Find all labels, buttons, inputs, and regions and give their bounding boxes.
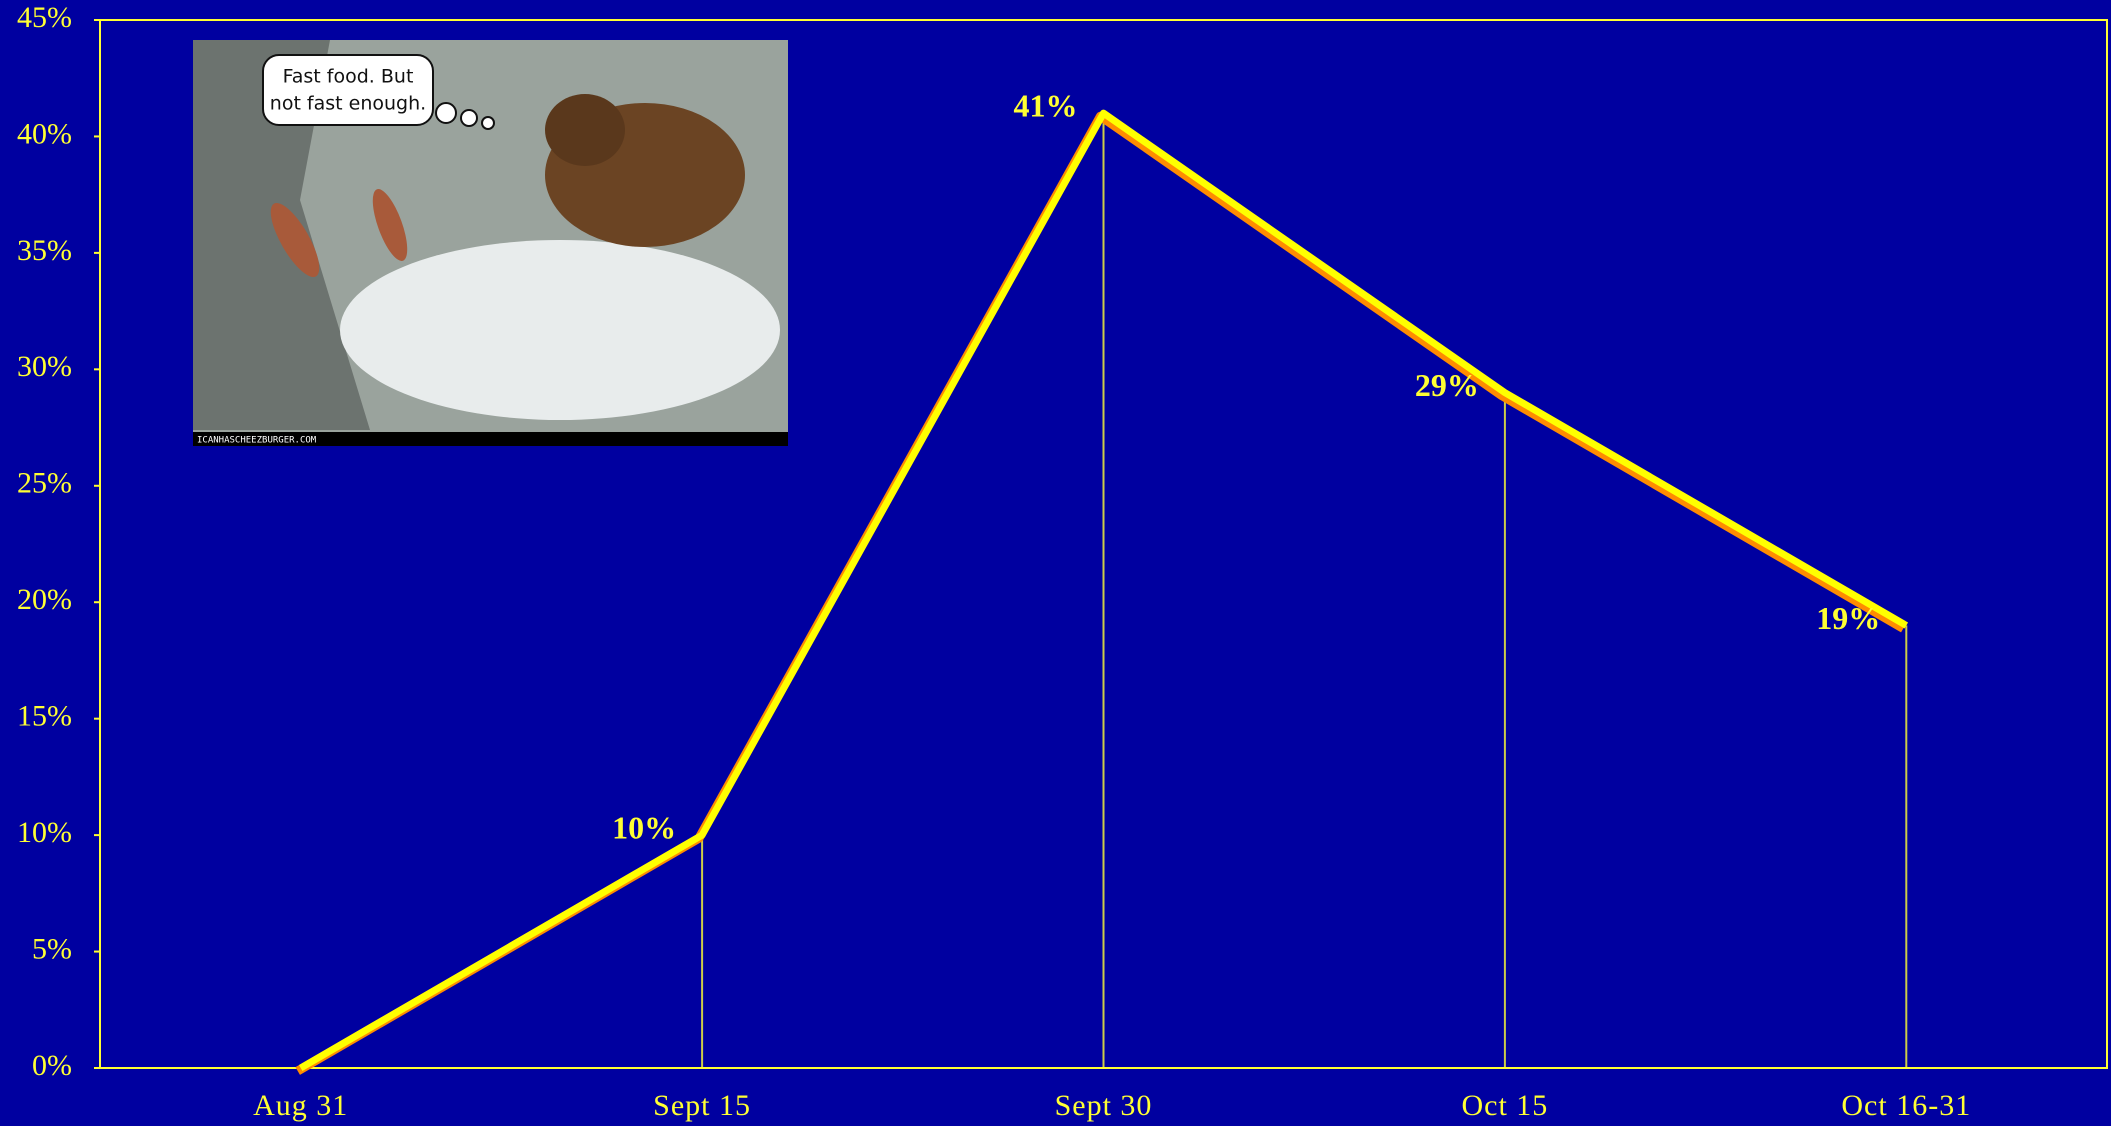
bubble-text: Fast food. But: [283, 66, 414, 88]
credit-bar: [193, 432, 788, 446]
y-tick-label: 45%: [17, 1, 72, 34]
y-tick-label: 25%: [17, 467, 72, 500]
photo: Fast food. But not fast enough. ICANHASC…: [193, 40, 788, 446]
data-label: 10%: [612, 809, 676, 845]
series-line: [298, 109, 1909, 1072]
y-tick-label: 5%: [32, 932, 72, 965]
data-label: 29%: [1415, 367, 1479, 403]
data-label: 19%: [1816, 600, 1880, 636]
bubble-text: not fast enough.: [270, 93, 426, 115]
x-tick-label: Sept 15: [653, 1089, 751, 1122]
x-tick-label: Sept 30: [1055, 1089, 1153, 1122]
credit-text: ICANHASCHEEZBURGER.COM: [197, 436, 317, 446]
photo-fish: [372, 189, 408, 261]
y-tick-label: 40%: [17, 117, 72, 150]
bubble-dot: [460, 109, 478, 127]
photo-fish: [270, 202, 320, 278]
x-tick-label: Oct 15: [1461, 1089, 1548, 1122]
y-tick-label: 35%: [17, 234, 72, 267]
data-label: 41%: [1014, 87, 1078, 123]
bubble-dot: [435, 102, 457, 124]
speech-bubble: [262, 54, 434, 126]
photo-bear-head: [545, 94, 625, 166]
y-tick-label: 0%: [32, 1049, 72, 1082]
y-tick-label: 10%: [17, 816, 72, 849]
y-tick-label: 15%: [17, 700, 72, 733]
bubble-dot: [481, 116, 495, 130]
x-tick-label: Oct 16-31: [1841, 1089, 1971, 1122]
x-tick-label: Aug 31: [253, 1089, 348, 1122]
photo-water: [340, 240, 780, 420]
y-tick-label: 20%: [17, 583, 72, 616]
y-tick-label: 30%: [17, 350, 72, 383]
